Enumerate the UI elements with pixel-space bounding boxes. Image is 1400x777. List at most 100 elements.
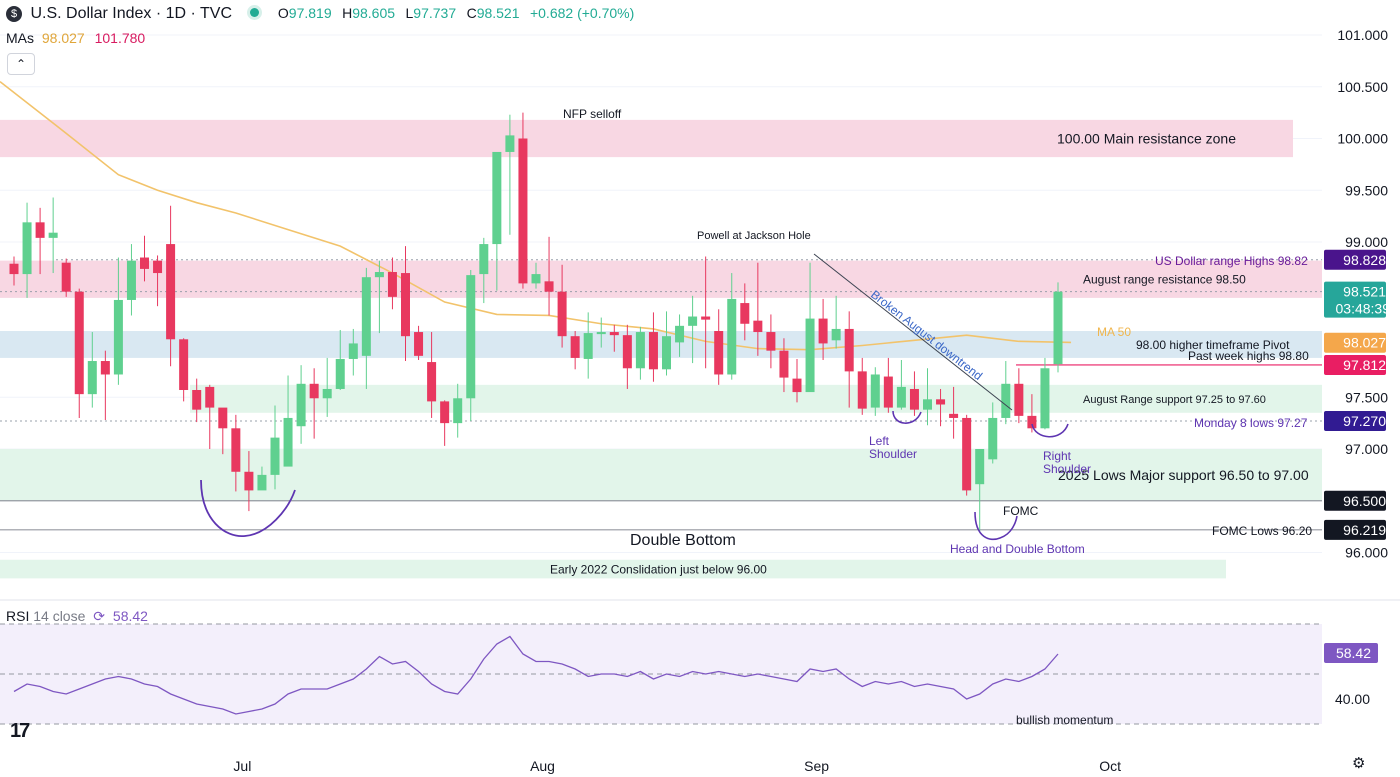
candle-body: [831, 328, 841, 341]
candle-body: [792, 378, 802, 393]
candle-body: [648, 332, 658, 370]
candle-body: [179, 339, 189, 391]
candle-body: [126, 260, 136, 300]
candle-body: [962, 417, 972, 491]
tradingview-logo-icon: 17: [10, 720, 30, 742]
candle-body: [479, 244, 489, 275]
price-tag: [1324, 519, 1386, 540]
fomc-annotation: FOMC: [1003, 504, 1039, 518]
rsi-tick-label: 40.00: [1335, 691, 1370, 707]
candle-body: [9, 263, 19, 275]
y-tick-label: 99.500: [1345, 182, 1388, 198]
candle-body: [818, 318, 828, 344]
rsi-settings-icon[interactable]: ⟳: [93, 608, 106, 624]
candle-body: [518, 138, 528, 284]
candle-body: [544, 281, 554, 292]
rsi-tag: [1324, 642, 1378, 663]
double-bottom-label: Double Bottom: [630, 532, 736, 549]
zone-label: 98.00 higher timeframe Pivot: [1136, 338, 1290, 352]
downtrend-line: [813, 253, 1013, 411]
candle-body: [296, 383, 306, 427]
candle-body: [283, 417, 293, 467]
ma-label: MAs: [6, 30, 34, 46]
price-tag: [1324, 354, 1386, 375]
candle-body: [414, 332, 424, 356]
close-label: C: [466, 5, 477, 21]
open-value: 97.819: [288, 5, 332, 21]
candle-body: [896, 386, 906, 408]
candle-body: [192, 390, 202, 410]
candle-body: [440, 401, 450, 424]
candle-body: [387, 272, 397, 297]
price-tag-value: 96.219: [1343, 522, 1386, 538]
zone-band: [0, 119, 1293, 158]
candle-body: [583, 333, 593, 359]
price-tag-value: 96.500: [1343, 493, 1386, 509]
candle-body: [909, 388, 919, 410]
powell-annotation: Powell at Jackson Hole: [697, 230, 811, 242]
candle-body: [505, 135, 515, 152]
market-status-icon: [250, 8, 260, 17]
candle-body: [257, 474, 267, 491]
symbol-title[interactable]: U.S. Dollar Index · 1D · TVC: [30, 5, 232, 22]
candle-body: [22, 222, 32, 275]
candle-body: [427, 362, 437, 402]
candle-body: [1040, 368, 1050, 429]
rsi-legend[interactable]: RSI 14 close ⟳ 58.42: [6, 608, 148, 625]
candle-body: [857, 371, 867, 409]
open-label: O: [277, 5, 289, 21]
candle-body: [322, 388, 332, 399]
price-tag: [1324, 332, 1386, 353]
candle-body: [988, 417, 998, 460]
level-label: Past week highs 98.80: [1188, 349, 1309, 363]
rsi-label: RSI: [6, 608, 30, 624]
double-bottom-curve: [200, 479, 296, 537]
price-tag: [1324, 490, 1386, 511]
candle-body: [949, 413, 959, 418]
head-curve: [974, 511, 1018, 541]
candle-body: [844, 328, 854, 372]
candle-body: [335, 358, 345, 389]
candle-body: [87, 361, 97, 395]
candle-body: [218, 407, 228, 429]
candle-body: [975, 449, 985, 485]
candle-body: [309, 383, 319, 399]
candle-body: [113, 299, 123, 375]
y-tick-label: 100.500: [1337, 79, 1388, 95]
candle-body: [635, 332, 645, 369]
zone-label: 2025 Lows Major support 96.50 to 97.00: [1058, 467, 1309, 483]
nfp-annotation: NFP selloff: [563, 107, 622, 121]
zone-band: [0, 449, 1322, 501]
rsi-params: 14 close: [33, 608, 86, 624]
ma-legend[interactable]: MAs 98.027 101.780: [6, 30, 145, 46]
high-label: H: [342, 5, 353, 21]
candle-body: [923, 399, 932, 410]
gear-icon[interactable]: ⚙: [1352, 755, 1366, 772]
candle-body: [231, 428, 241, 472]
left-shoulder-label: Shoulder: [869, 447, 917, 461]
candle-body: [531, 274, 541, 284]
candle-body: [766, 332, 776, 351]
price-tag-value: 97.812: [1343, 357, 1386, 373]
candle-body: [361, 277, 371, 356]
candle-body: [688, 316, 698, 326]
ma50-line: [0, 80, 1072, 351]
y-tick-label: 97.000: [1345, 441, 1388, 457]
candle-body: [609, 332, 619, 336]
candle-body: [936, 399, 946, 405]
rsi-value: 58.42: [112, 608, 148, 624]
countdown-value: 03:48:39: [1336, 301, 1391, 317]
candle-body: [48, 232, 58, 238]
chevron-up-icon[interactable]: ⌃: [7, 53, 35, 75]
candle-body: [166, 244, 176, 340]
zone-band: [0, 559, 1226, 579]
left-shoulder-curve: [892, 410, 922, 424]
candle-body: [753, 320, 763, 333]
ma1-value: 98.027: [41, 30, 85, 46]
high-value: 98.605: [352, 5, 396, 21]
candle-body: [374, 272, 384, 278]
x-tick-label: Aug: [530, 758, 555, 774]
candle-body: [61, 262, 71, 292]
